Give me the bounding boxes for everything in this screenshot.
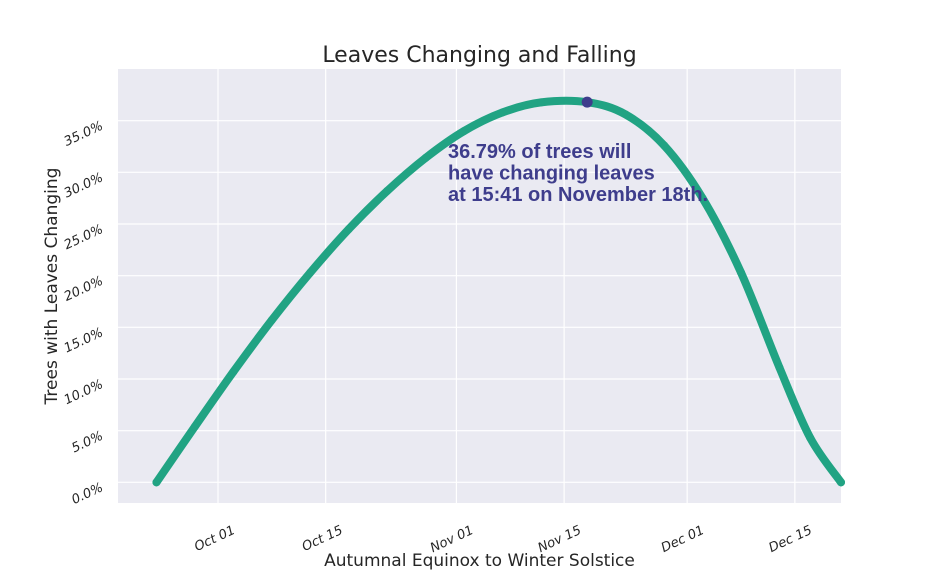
data-point [190, 422, 199, 431]
data-point [421, 153, 430, 162]
data-point [698, 194, 707, 203]
data-point [660, 141, 669, 150]
y-tick-label: 20.0% [62, 274, 106, 305]
data-point [621, 110, 630, 119]
data-point [229, 367, 238, 376]
data-point [344, 225, 353, 234]
y-tick-label: 15.0% [62, 325, 106, 356]
data-point [837, 478, 845, 487]
y-tick-label: 25.0% [62, 222, 106, 253]
data-point [537, 98, 546, 107]
annotation-line: at 15:41 on November 18th. [448, 184, 708, 206]
data-point [806, 433, 815, 442]
data-point [498, 108, 507, 117]
data-series [152, 96, 845, 487]
y-axis-label: Trees with Leaves Changing [42, 168, 62, 406]
y-tick-label: 0.0% [69, 480, 105, 508]
annotation-line: 36.79% of trees will [448, 141, 631, 163]
y-tick-label: 10.0% [62, 377, 106, 408]
y-tick-label: 5.0% [69, 429, 105, 457]
data-point [460, 127, 469, 135]
data-point [383, 186, 392, 195]
x-axis-label: Autumnal Equinox to Winter Solstice [324, 551, 635, 571]
y-tick-label: 30.0% [62, 170, 106, 201]
data-point [737, 268, 746, 277]
data-point [306, 268, 315, 277]
x-tick-label: Dec 01 [659, 523, 707, 556]
annotation-line: have changing leaves [448, 163, 655, 185]
peak-marker [581, 96, 593, 108]
y-tick-label: 35.0% [62, 119, 106, 150]
data-point [267, 316, 276, 325]
chart-title: Leaves Changing and Falling [322, 43, 636, 68]
data-point [152, 478, 161, 487]
plot-background [118, 69, 841, 503]
x-tick-label: Oct 01 [192, 523, 237, 555]
x-tick-label: Dec 15 [767, 523, 815, 556]
data-point [775, 363, 784, 372]
